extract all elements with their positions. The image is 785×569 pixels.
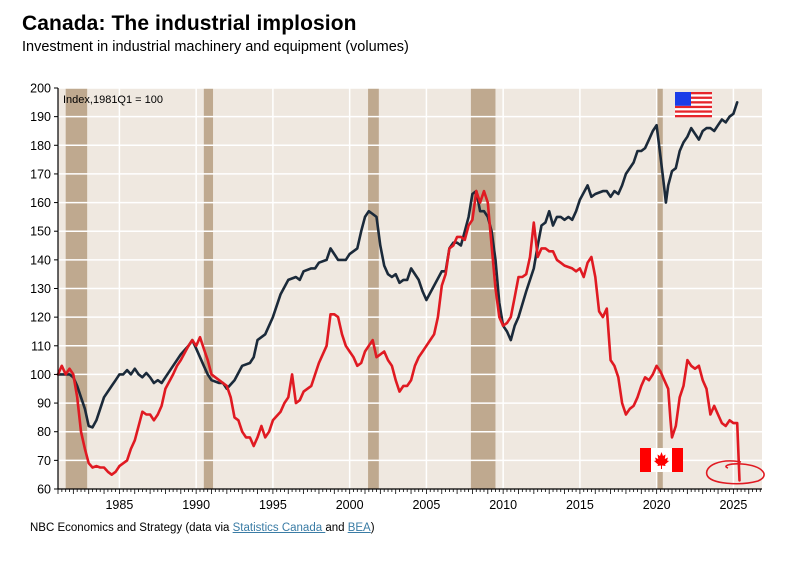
x-tick-label: 2025 xyxy=(719,498,747,512)
us-flag-icon xyxy=(675,92,712,118)
y-tick-label: 140 xyxy=(30,253,51,267)
y-tick-label: 100 xyxy=(30,368,51,382)
x-tick-label: 2015 xyxy=(566,498,594,512)
index-annotation: Index,1981Q1 = 100 xyxy=(63,94,163,106)
x-tick-label: 2020 xyxy=(643,498,671,512)
canada-flag-icon xyxy=(640,448,683,472)
y-tick-label: 70 xyxy=(37,454,51,468)
x-tick-label: 1985 xyxy=(105,498,133,512)
y-tick-label: 180 xyxy=(30,139,51,153)
source-suffix: ) xyxy=(370,522,375,534)
series-lines xyxy=(56,101,741,482)
x-tick-label: 2010 xyxy=(489,498,517,512)
y-tick-label: 110 xyxy=(31,339,51,353)
y-tick-label: 120 xyxy=(30,311,51,325)
y-tick-label: 200 xyxy=(30,82,51,96)
source-prefix: NBC Economics and Strategy (data via xyxy=(30,522,233,534)
y-tick-label: 190 xyxy=(30,110,51,124)
y-tick-label: 150 xyxy=(30,225,51,239)
y-tick-label: 160 xyxy=(30,196,51,210)
x-tick-label: 2000 xyxy=(336,498,364,512)
axes: 60 70 80 90 100 110 120 130 140 150 160 170 180 190 20… xyxy=(30,82,762,512)
source-note: NBC Economics and Strategy (data via Sta… xyxy=(30,522,375,534)
x-tick-label: 2005 xyxy=(412,498,440,512)
chart-title: Canada: The industrial implosion xyxy=(22,12,357,35)
y-tick-label: 80 xyxy=(37,425,51,439)
y-tick-label: 60 xyxy=(37,483,51,497)
highlight-circle xyxy=(705,460,765,485)
bea-link[interactable]: BEA xyxy=(347,522,371,534)
y-tick-label: 170 xyxy=(30,167,51,181)
y-tick-label: 90 xyxy=(37,397,51,411)
statcan-link[interactable]: Statistics Canada xyxy=(232,522,326,534)
series-line-canada xyxy=(56,189,741,482)
source-mid: and xyxy=(325,522,348,534)
x-tick-label: 1990 xyxy=(182,498,210,512)
chart-subtitle: Investment in industrial machinery and e… xyxy=(22,39,409,55)
x-tick-label: 1995 xyxy=(259,498,287,512)
y-tick-label: 130 xyxy=(30,282,51,296)
series-line-united-states xyxy=(56,101,739,429)
